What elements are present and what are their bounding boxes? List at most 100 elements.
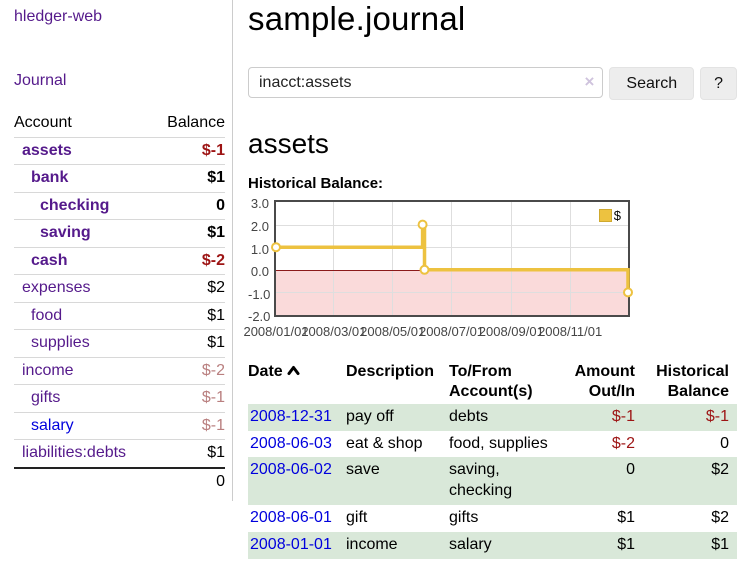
amount-column-header: Amount Out/In — [559, 360, 643, 403]
account-link-saving[interactable]: saving — [40, 224, 91, 241]
transaction-date-link[interactable]: 2008-06-02 — [250, 461, 332, 478]
chart-y-tick-label: 0.0 — [248, 264, 269, 279]
account-balance: $-1 — [153, 138, 225, 165]
chart-x-tick-label: 2008/01/01 — [243, 324, 308, 339]
transaction-balance: $2 — [643, 505, 737, 532]
chart: $ 3.02.01.00.0-1.0-2.02008/01/012008/03/… — [248, 200, 737, 340]
transaction-description: pay off — [346, 404, 449, 431]
account-row: checking 0 — [14, 192, 225, 219]
account-row: saving $1 — [14, 220, 225, 247]
account-balance: $1 — [153, 440, 225, 468]
clear-search-icon[interactable]: × — [584, 72, 594, 92]
account-balance: $-2 — [153, 247, 225, 274]
chart-data-point — [421, 266, 429, 274]
account-link-assets[interactable]: assets — [22, 142, 72, 159]
chart-legend: $ — [599, 208, 621, 223]
account-column-header: Account — [14, 110, 153, 138]
account-link-supplies[interactable]: supplies — [31, 334, 90, 351]
transaction-date-link[interactable]: 2008-12-31 — [250, 408, 332, 425]
chart-y-tick-label: 3.0 — [248, 196, 269, 211]
transaction-description: save — [346, 457, 449, 505]
account-column-header: To/From Account(s) — [449, 360, 559, 403]
balance-column-header: Balance — [153, 110, 225, 138]
transaction-amount: $1 — [559, 505, 643, 532]
account-balance: $-1 — [153, 412, 225, 439]
account-row: salary $-1 — [14, 412, 225, 439]
chart-plot: $ — [274, 200, 630, 317]
transaction-date-link[interactable]: 2008-01-01 — [250, 536, 332, 553]
chart-y-tick-label: -2.0 — [248, 309, 269, 324]
account-link-income[interactable]: income — [22, 362, 74, 379]
account-row: food $1 — [14, 302, 225, 329]
chart-x-tick-label: 2008/05/01 — [360, 324, 425, 339]
accounts-header-row: Account Balance — [14, 110, 225, 138]
register-header-row: Date Description To/From Account(s) Amou… — [248, 360, 737, 403]
chart-data-point — [419, 221, 427, 229]
account-link-food[interactable]: food — [31, 307, 62, 324]
account-row: liabilities:debts $1 — [14, 440, 225, 468]
account-link-cash[interactable]: cash — [31, 252, 67, 269]
legend-series-label: $ — [614, 208, 621, 223]
transaction-accounts: debts — [449, 404, 559, 431]
transaction-balance: $-1 — [643, 404, 737, 431]
chart-y-tick-label: 2.0 — [248, 219, 269, 234]
account-link-expenses[interactable]: expenses — [22, 279, 91, 296]
search-button[interactable]: Search — [609, 67, 694, 100]
account-balance: $1 — [153, 330, 225, 357]
transaction-amount: $1 — [559, 532, 643, 559]
transaction-row: 2008-06-01 gift gifts $1 $2 — [248, 505, 737, 532]
account-balance: $-2 — [153, 357, 225, 384]
account-balance: $2 — [153, 275, 225, 302]
transaction-accounts: gifts — [449, 505, 559, 532]
chart-data-point — [624, 289, 632, 297]
transaction-date-link[interactable]: 2008-06-03 — [250, 435, 332, 452]
account-balance: $1 — [153, 165, 225, 192]
transaction-accounts: food, supplies — [449, 431, 559, 458]
account-row: supplies $1 — [14, 330, 225, 357]
accounts-table: Account Balance assets $-1 bank $1 check… — [14, 110, 225, 495]
transaction-row: 2008-06-03 eat & shop food, supplies $-2… — [248, 431, 737, 458]
balance-column-header: Historical Balance — [643, 360, 737, 403]
main-content: sample.journal × Search ? assets Histori… — [233, 0, 742, 559]
sidebar-item-journal[interactable]: Journal — [14, 72, 225, 90]
account-link-liabilities-debts[interactable]: liabilities:debts — [22, 444, 126, 461]
chart-data-point — [272, 244, 280, 252]
date-column-header[interactable]: Date — [248, 360, 346, 403]
transaction-amount: $-1 — [559, 404, 643, 431]
chart-y-tick-label: -1.0 — [248, 287, 269, 302]
chart-x-tick-label: 2008/11/01 — [538, 324, 602, 339]
account-link-salary[interactable]: salary — [31, 417, 74, 434]
account-link-checking[interactable]: checking — [40, 197, 109, 214]
app: hledger-web Journal Account Balance asse… — [0, 0, 742, 559]
account-row: income $-2 — [14, 357, 225, 384]
chart-title: Historical Balance: — [248, 175, 737, 192]
transaction-accounts: salary — [449, 532, 559, 559]
search-input[interactable] — [248, 67, 603, 98]
transaction-row: 2008-12-31 pay off debts $-1 $-1 — [248, 404, 737, 431]
legend-swatch-icon — [599, 209, 612, 222]
sidebar: hledger-web Journal Account Balance asse… — [0, 0, 233, 501]
account-row: gifts $-1 — [14, 385, 225, 412]
account-link-bank[interactable]: bank — [31, 169, 68, 186]
transaction-balance: $1 — [643, 532, 737, 559]
help-button[interactable]: ? — [700, 67, 737, 100]
transaction-date-link[interactable]: 2008-06-01 — [250, 509, 332, 526]
account-balance: $1 — [153, 302, 225, 329]
search-form: × Search ? — [248, 67, 737, 100]
transaction-description: gift — [346, 505, 449, 532]
account-link-gifts[interactable]: gifts — [31, 389, 60, 406]
transaction-accounts: saving, checking — [449, 457, 559, 505]
description-column-header: Description — [346, 360, 449, 403]
accounts-total-value: 0 — [153, 468, 225, 495]
transaction-description: income — [346, 532, 449, 559]
chart-x-tick-label: 2008/07/01 — [419, 324, 484, 339]
chart-series-line — [276, 202, 628, 315]
account-balance: 0 — [153, 192, 225, 219]
account-row: expenses $2 — [14, 275, 225, 302]
page-title: sample.journal — [248, 1, 737, 37]
accounts-total-row: 0 — [14, 468, 225, 495]
chart-x-tick-label: 2008/09/01 — [479, 324, 544, 339]
account-row: assets $-1 — [14, 138, 225, 165]
brand-link[interactable]: hledger-web — [14, 8, 225, 26]
transaction-row: 2008-01-01 income salary $1 $1 — [248, 532, 737, 559]
